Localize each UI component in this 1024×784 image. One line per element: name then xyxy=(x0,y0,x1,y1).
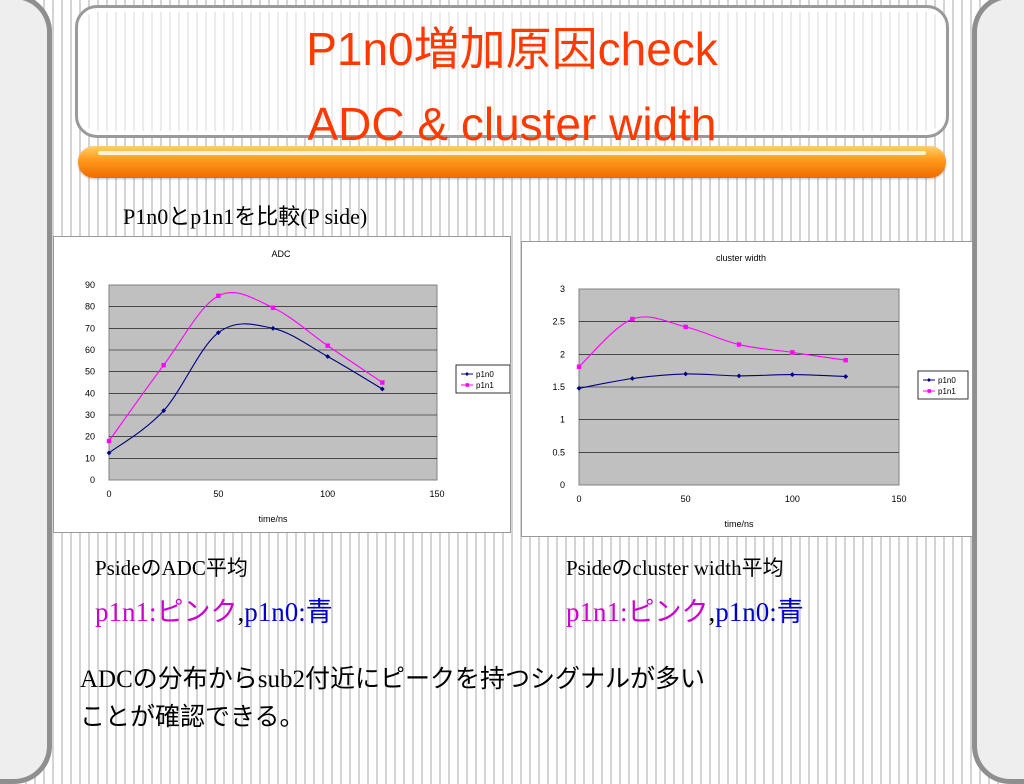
cw-xtick-label: 150 xyxy=(891,494,906,504)
cw-ytick-label: 0.5 xyxy=(552,447,565,457)
cw-xtick-label: 0 xyxy=(576,494,581,504)
adc-ytick-label: 60 xyxy=(85,345,95,355)
cw-ytick-label: 2.5 xyxy=(552,317,565,327)
adc-color-legend: p1n1:ピンク,p1n0:青 xyxy=(95,590,333,629)
cw-xlabel: time/ns xyxy=(724,519,754,529)
adc-title: ADC xyxy=(271,249,291,259)
cw-legend-marker-p1n1 xyxy=(927,389,932,393)
cw-series-p1n0-line xyxy=(578,373,846,389)
cw-point-p1n1 xyxy=(630,316,635,322)
adc-xtick-label: 150 xyxy=(429,489,444,499)
adc-legend-p1n1: p1n1:ピンク xyxy=(95,597,238,627)
adc-ytick-label: 90 xyxy=(85,280,95,290)
cw-point-p1n1 xyxy=(576,364,582,369)
note-line2: ことが確認できる。 xyxy=(80,704,305,731)
right-decor-bar xyxy=(972,0,1024,784)
cw-ytick-label: 2 xyxy=(560,349,565,359)
adc-point-p1n0 xyxy=(106,450,112,456)
adc-caption: PsideのADC平均 xyxy=(95,556,248,580)
cluster-width-chart-svg: cluster width 0 0.5 1 1.5 2 2.5 3 0 50 100 150 time/… xyxy=(552,253,969,529)
adc-ytick-label: 50 xyxy=(85,367,95,377)
adc-ytick-label: 40 xyxy=(85,388,95,398)
cw-series-p1n1-line xyxy=(578,316,846,368)
adc-xtick-label: 100 xyxy=(320,489,335,499)
adc-xtick-label: 50 xyxy=(213,489,223,499)
adc-point-p1n0 xyxy=(270,325,276,331)
cw-point-p1n1 xyxy=(736,342,742,347)
cw-ytick-label: 0 xyxy=(560,480,565,490)
adc-ytick-label: 80 xyxy=(85,302,95,312)
adc-chart: ADC 0 10 20 30 40 50 60 70 80 90 0 50 100 150 time/ns p1… xyxy=(53,236,511,533)
cw-point-p1n0 xyxy=(789,372,795,377)
slide-title-line2: ADC & cluster width xyxy=(307,98,717,150)
adc-point-p1n1 xyxy=(216,293,221,299)
adc-ytick-label: 30 xyxy=(85,410,95,420)
adc-ytick-label: 70 xyxy=(85,323,95,333)
cw-point-p1n1 xyxy=(683,324,688,330)
cw-point-p1n0 xyxy=(576,385,582,391)
cw-point-p1n0 xyxy=(629,376,635,381)
cw-legend: p1n0 p1n1 xyxy=(917,370,969,400)
adc-point-p1n0 xyxy=(161,408,167,414)
adc-ytick-label: 0 xyxy=(90,475,95,485)
adc-legend-p1n0: p1n0:青 xyxy=(244,597,333,627)
cw-point-p1n1 xyxy=(843,358,848,363)
cw-legend-label-p1n1: p1n1 xyxy=(938,387,956,396)
cw-legend-sep: , xyxy=(708,597,716,627)
cw-xtick-label: 50 xyxy=(681,494,691,504)
conclusion-note: ADCの分布からsub2付近にピークを持つシグナルが多い ことが確認できる。 xyxy=(80,661,940,737)
adc-point-p1n0 xyxy=(215,330,221,336)
cw-point-p1n0 xyxy=(683,371,689,377)
adc-xtick-label: 0 xyxy=(106,489,111,499)
adc-point-p1n1 xyxy=(270,305,276,310)
adc-ytick-label: 20 xyxy=(85,432,95,442)
adc-legend-box xyxy=(455,364,510,394)
adc-xlabel: time/ns xyxy=(258,514,288,524)
cw-point-p1n0 xyxy=(843,374,849,379)
adc-point-p1n1 xyxy=(325,343,330,348)
cw-ytick-label: 1 xyxy=(560,415,565,425)
cluster-width-caption: Psideのcluster width平均 xyxy=(566,556,784,580)
cluster-width-chart: cluster width 0 0.5 1 1.5 2 2.5 3 0 50 100 150 time/… xyxy=(521,241,973,537)
left-decor-bar xyxy=(0,0,52,784)
cw-legend-p1n1: p1n1:ピンク xyxy=(566,597,709,627)
note-line1: ADCの分布からsub2付近にピークを持つシグナルが多い xyxy=(80,666,706,693)
adc-legend-sep: , xyxy=(237,597,245,627)
adc-point-p1n1 xyxy=(106,438,112,444)
adc-chart-svg: ADC 0 10 20 30 40 50 60 70 80 90 0 50 100 150 time/ns p1… xyxy=(85,249,510,524)
subheading: P1n0とp1n1を比較(P side) xyxy=(123,204,368,229)
cw-color-legend: p1n1:ピンク,p1n0:青 xyxy=(566,590,804,629)
cw-ytick-label: 1.5 xyxy=(552,382,565,392)
adc-legend: p1n0 p1n1 xyxy=(455,364,510,394)
adc-point-p1n1 xyxy=(380,380,385,385)
adc-legend-marker-p1n1 xyxy=(465,383,470,387)
cw-xtick-label: 100 xyxy=(785,494,800,504)
adc-plot-area xyxy=(108,284,438,481)
cw-ytick-label: 3 xyxy=(560,284,565,294)
adc-legend-marker-p1n0 xyxy=(465,372,469,376)
cw-legend-label-p1n0: p1n0 xyxy=(938,376,956,385)
cw-legend-box xyxy=(917,370,969,400)
adc-legend-label-p1n0: p1n0 xyxy=(476,370,494,379)
cw-legend-p1n0: p1n0:青 xyxy=(715,597,804,627)
adc-ytick-label: 10 xyxy=(85,453,95,463)
adc-series-p1n1-line xyxy=(108,291,383,442)
cw-title: cluster width xyxy=(716,253,766,263)
cw-legend-marker-p1n0 xyxy=(927,378,931,382)
adc-point-p1n1 xyxy=(161,362,166,368)
adc-legend-label-p1n1: p1n1 xyxy=(476,381,494,390)
cw-point-p1n0 xyxy=(736,373,742,379)
title-box: P1n0増加原因check ADC & cluster width xyxy=(75,5,949,150)
slide-title-line1: P1n0増加原因check xyxy=(306,23,718,75)
accent-bar xyxy=(78,146,946,178)
cw-point-p1n1 xyxy=(790,350,795,355)
